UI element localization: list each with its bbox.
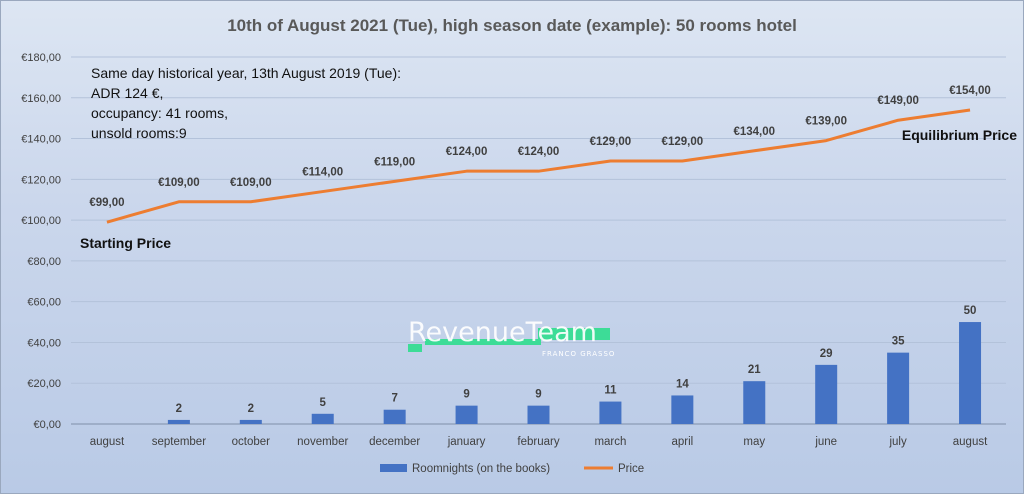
bar-data-label: 9	[535, 389, 541, 401]
roomnights-bar-labels: 2 2 5 7 9 9 11 14 21 29 35 50	[176, 305, 977, 415]
x-category-label: april	[671, 436, 693, 448]
x-category-label: august	[953, 436, 988, 448]
bar	[959, 322, 982, 424]
x-category-label: october	[232, 436, 271, 448]
bar-data-label: 35	[892, 336, 905, 348]
starting-price-annotation: Starting Price	[80, 235, 171, 251]
y-tick-label: €100,00	[21, 215, 61, 227]
price-data-label: €134,00	[733, 126, 775, 138]
legend-bar-swatch	[380, 464, 407, 472]
legend-bar-label: Roomnights (on the books)	[412, 463, 550, 475]
note-line-3: occupancy: 41 rooms,	[91, 105, 228, 121]
y-tick-label: €160,00	[21, 93, 61, 105]
x-category-label: september	[152, 436, 207, 448]
x-category-label: december	[369, 436, 420, 448]
roomnights-bars	[167, 322, 982, 424]
logo-accent-bar-right	[538, 328, 610, 340]
y-tick-label: €20,00	[27, 378, 61, 390]
y-tick-label: €120,00	[21, 174, 61, 186]
x-category-label: march	[594, 436, 626, 448]
chart-title: 10th of August 2021 (Tue), high season d…	[227, 16, 797, 35]
price-data-label: €154,00	[949, 85, 991, 97]
y-tick-label: €80,00	[27, 256, 61, 268]
y-tick-label: €180,00	[21, 52, 61, 64]
logo-accent-bar-left	[408, 344, 422, 352]
y-tick-label: €0,00	[33, 419, 61, 431]
price-data-label: €99,00	[89, 197, 124, 209]
bar	[239, 419, 262, 424]
x-category-label: july	[888, 436, 907, 448]
bar-data-label: 11	[604, 385, 617, 397]
price-data-label: €124,00	[518, 146, 560, 158]
bar	[815, 364, 838, 424]
bar	[887, 352, 910, 424]
bar	[311, 413, 334, 424]
bar-data-label: 2	[248, 403, 254, 415]
x-category-label: may	[743, 436, 765, 448]
x-category-label: november	[297, 436, 348, 448]
x-category-label: august	[90, 436, 125, 448]
revenueteam-logo: RevenueTeam FRANCO GRASSO	[408, 317, 615, 358]
price-line	[106, 108, 971, 224]
note-line-2: ADR 124 €,	[91, 85, 163, 101]
price-data-label: €114,00	[302, 167, 343, 179]
bar-data-label: 50	[964, 305, 977, 317]
x-category-label: february	[517, 436, 559, 448]
bar-data-label: 9	[463, 389, 469, 401]
y-tick-label: €140,00	[21, 134, 61, 146]
price-data-label: €129,00	[662, 136, 704, 148]
x-axis-category-labels: august september october november december ja…	[90, 436, 988, 448]
y-axis-tick-labels: €0,00 €20,00 €40,00 €60,00 €80,00 €100,00 €120…	[21, 52, 61, 431]
gridlines	[71, 56, 1006, 425]
y-tick-label: €60,00	[27, 297, 61, 309]
bar	[527, 405, 550, 424]
bar-data-label: 21	[748, 364, 761, 376]
bar	[599, 401, 622, 424]
price-data-label: €109,00	[230, 177, 272, 189]
bar	[455, 405, 478, 424]
bar	[671, 395, 694, 424]
bar-data-label: 14	[676, 378, 689, 390]
price-data-label: €139,00	[805, 116, 847, 128]
note-line-4: unsold rooms:9	[91, 125, 187, 141]
price-data-label: €109,00	[158, 177, 200, 189]
y-tick-label: €40,00	[27, 337, 61, 349]
bar-data-label: 29	[820, 348, 833, 360]
logo-sub-text: FRANCO GRASSO	[542, 350, 615, 358]
bar-data-label: 7	[391, 393, 397, 405]
equilibrium-price-annotation: Equilibrium Price	[902, 127, 1017, 143]
price-data-label: €129,00	[590, 136, 632, 148]
price-data-labels: €99,00 €109,00 €109,00 €114,00 €119,00 €124,0…	[89, 85, 990, 209]
bar-data-label: 2	[176, 403, 182, 415]
price-data-label: €119,00	[374, 156, 415, 168]
logo-accent-bar-mid	[425, 339, 541, 345]
bar-data-label: 5	[320, 397, 327, 409]
price-data-label: €149,00	[877, 95, 919, 107]
bar	[383, 409, 406, 424]
logo-brand-text: RevenueTeam	[408, 317, 597, 348]
price-data-label: €124,00	[446, 146, 488, 158]
bar	[167, 419, 190, 424]
x-category-label: june	[814, 436, 837, 448]
bar	[743, 381, 766, 424]
x-category-label: january	[447, 436, 486, 448]
chart-legend: Roomnights (on the books) Price	[380, 463, 644, 475]
note-line-1: Same day historical year, 13th August 20…	[91, 65, 401, 81]
legend-line-label: Price	[618, 463, 644, 475]
